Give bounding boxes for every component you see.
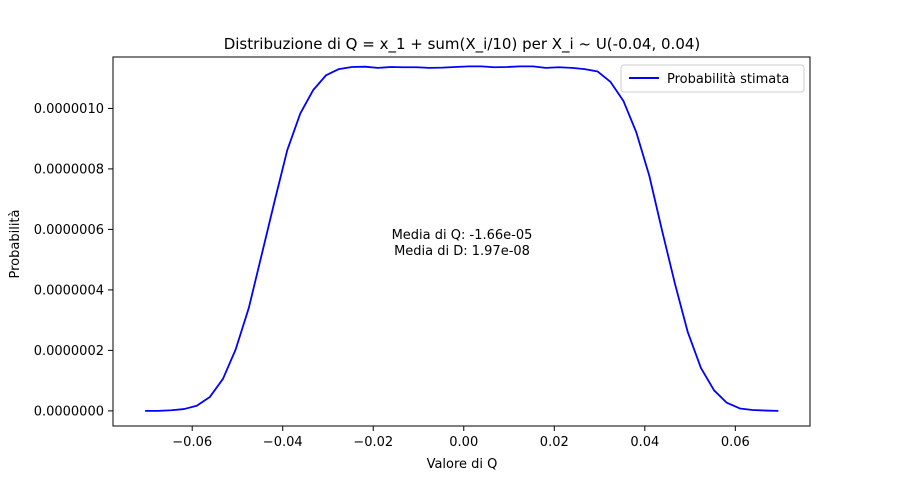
x-axis-label: Valore di Q xyxy=(427,457,498,472)
x-tick-label: −0.02 xyxy=(353,435,393,450)
y-axis-label: Probabilità xyxy=(8,210,23,279)
legend-frame xyxy=(620,64,805,93)
y-tick-label: 0.0000004 xyxy=(34,283,104,298)
annotation-box: Media di Q: -1.66e-05 Media di D: 1.97e-… xyxy=(392,228,533,259)
y-tick-label: 0.0000008 xyxy=(34,162,104,177)
x-tick-label: 0.06 xyxy=(721,435,750,450)
x-tick-label: 0.04 xyxy=(630,435,659,450)
y-tick-label: 0.0000000 xyxy=(34,404,104,419)
series-layer xyxy=(145,65,779,412)
x-tick-label: −0.06 xyxy=(172,435,212,450)
y-tick-label: 0.0000006 xyxy=(34,223,104,238)
x-axis-ticks: −0.06 −0.04 −0.02 0.00 0.02 0.04 0.06 xyxy=(172,426,750,450)
axes-frame xyxy=(112,56,811,427)
annotation-mean-q: Media di Q: -1.66e-05 xyxy=(392,228,533,243)
x-tick-label: −0.04 xyxy=(263,435,303,450)
plot-area: Media di Q: -1.66e-05 Media di D: 1.97e-… xyxy=(34,56,811,450)
y-tick-label: 0.0000010 xyxy=(34,102,104,117)
chart-title: Distribuzione di Q = x_1 + sum(X_i/10) p… xyxy=(224,35,701,54)
x-tick-label: 0.02 xyxy=(540,435,569,450)
y-axis-ticks: 0.0000000 0.0000002 0.0000004 0.0000006 0.00… xyxy=(34,102,113,419)
annotation-mean-d: Media di D: 1.97e-08 xyxy=(394,244,530,259)
legend: Probabilità stimata xyxy=(620,64,805,93)
y-tick-label: 0.0000002 xyxy=(34,344,104,359)
x-tick-label: 0.00 xyxy=(449,435,478,450)
series-line-0 xyxy=(145,65,779,412)
legend-label: Probabilità stimata xyxy=(667,72,789,87)
